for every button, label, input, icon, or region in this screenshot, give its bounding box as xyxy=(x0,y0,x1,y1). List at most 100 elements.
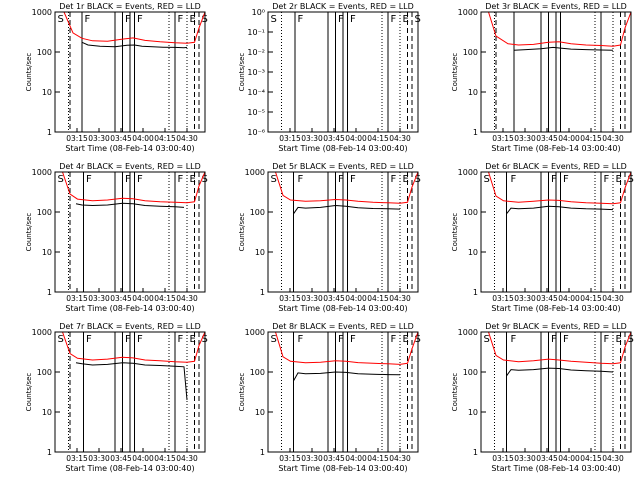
events-series-line xyxy=(81,41,188,49)
event-marker-label: F xyxy=(551,174,557,185)
y-tick-label: 1000 xyxy=(245,168,265,177)
event-marker-label: S xyxy=(484,174,490,185)
x-tick-label: 03:30 xyxy=(88,454,110,463)
event-marker-label: E xyxy=(190,174,196,185)
event-marker-label: F xyxy=(178,14,184,25)
x-tick-label: 04:00 xyxy=(345,134,367,143)
event-marker-label: F xyxy=(298,14,304,25)
x-tick-label: 03:15 xyxy=(492,294,514,303)
event-marker-label: F xyxy=(137,174,143,185)
x-tick-label: 04:15 xyxy=(154,134,176,143)
event-marker-label: S xyxy=(58,334,64,345)
y-tick-label: 1 xyxy=(260,448,265,457)
x-tick-label: 04:15 xyxy=(154,294,176,303)
x-tick-label: 03:45 xyxy=(110,294,132,303)
plot-frame xyxy=(54,171,206,293)
y-tick-label: 1000 xyxy=(458,328,478,337)
y-tick-label: 10 xyxy=(42,248,52,257)
y-axis-label: Counts/sec xyxy=(25,53,33,92)
x-tick-label: 04:15 xyxy=(367,454,389,463)
y-axis-label: Counts/sec xyxy=(25,373,33,412)
lld-series-line xyxy=(481,171,632,205)
y-tick-label: 10 xyxy=(42,408,52,417)
y-tick-label: 100 xyxy=(37,48,52,57)
event-marker-label: E xyxy=(403,14,409,25)
y-tick-label: 1000 xyxy=(245,328,265,337)
x-tick-label: 03:15 xyxy=(492,454,514,463)
events-series-line xyxy=(513,46,614,51)
y-tick-label: 1 xyxy=(47,288,52,297)
y-tick-label: 1000 xyxy=(32,8,52,17)
y-tick-label: 10 xyxy=(468,408,478,417)
event-marker-label: S xyxy=(58,14,64,25)
y-axis-label: Counts/sec xyxy=(238,373,246,412)
x-tick-label: 04:00 xyxy=(345,454,367,463)
event-marker-label: S xyxy=(58,174,64,185)
x-tick-label: 03:30 xyxy=(514,454,536,463)
panel-title: Det 8r BLACK = Events, RED = LLD xyxy=(272,322,414,331)
x-tick-label: 03:15 xyxy=(66,454,88,463)
event-marker-label: F xyxy=(298,334,304,345)
x-tick-label: 03:15 xyxy=(279,294,301,303)
x-tick-label: 03:45 xyxy=(110,134,132,143)
plot-frame xyxy=(54,11,206,133)
x-tick-label: 04:00 xyxy=(132,294,154,303)
event-marker-label: E xyxy=(190,334,196,345)
x-tick-label: 04:15 xyxy=(367,134,389,143)
x-axis-label: Start Time (08-Feb-14 03:00:40) xyxy=(65,464,194,473)
x-axis-label: Start Time (08-Feb-14 03:00:40) xyxy=(65,144,194,153)
x-axis-label: Start Time (08-Feb-14 03:00:40) xyxy=(278,144,407,153)
event-marker-label: F xyxy=(125,14,131,25)
events-series-line xyxy=(75,202,185,208)
event-marker-label: F xyxy=(86,174,92,185)
event-marker-label: F xyxy=(178,174,184,185)
y-tick-label: 10 xyxy=(468,88,478,97)
x-tick-label: 03:45 xyxy=(536,454,558,463)
plot-frame xyxy=(267,331,419,453)
x-tick-label: 03:30 xyxy=(514,134,536,143)
lld-series-line xyxy=(55,171,206,204)
y-tick-label: 1000 xyxy=(32,168,52,177)
x-tick-label: 04:15 xyxy=(580,294,602,303)
y-tick-label: 10 xyxy=(468,248,478,257)
event-marker-label: S xyxy=(271,14,277,25)
event-marker-label: F xyxy=(137,14,143,25)
y-axis-label: Counts/sec xyxy=(451,53,459,92)
y-tick-label: 1 xyxy=(473,128,478,137)
y-tick-label: 10 xyxy=(255,408,265,417)
plot-frame xyxy=(480,171,632,293)
event-marker-label: F xyxy=(563,334,569,345)
detector-panel: Det 3r BLACK = Events, RED = LLD 1 10 100 10… xyxy=(451,2,632,153)
panel-title: Det 6r BLACK = Events, RED = LLD xyxy=(485,162,627,171)
x-tick-label: 03:30 xyxy=(301,294,323,303)
events-series-line xyxy=(506,367,614,377)
y-tick-label: 1000 xyxy=(458,168,478,177)
events-series-line xyxy=(293,204,401,215)
events-series-line xyxy=(506,205,614,215)
x-tick-label: 04:15 xyxy=(580,134,602,143)
y-tick-label: 100 xyxy=(463,368,478,377)
event-marker-label: F xyxy=(85,14,91,25)
y-tick-label: 10⁻⁵ xyxy=(247,108,265,117)
x-tick-label: 03:15 xyxy=(279,134,301,143)
y-tick-label: 10 xyxy=(255,248,265,257)
event-marker-label: F xyxy=(511,174,517,185)
y-axis-label: Counts/sec xyxy=(238,213,246,252)
plot-frame xyxy=(480,11,632,133)
event-marker-label: F xyxy=(338,174,344,185)
x-tick-label: 03:15 xyxy=(279,454,301,463)
x-tick-label: 03:30 xyxy=(88,134,110,143)
y-tick-label: 10⁻¹ xyxy=(247,28,265,37)
x-axis-label: Start Time (08-Feb-14 03:00:40) xyxy=(278,464,407,473)
x-tick-label: 04:30 xyxy=(176,134,198,143)
event-marker-label: F xyxy=(391,334,397,345)
x-tick-label: 04:00 xyxy=(345,294,367,303)
event-marker-label: F xyxy=(604,334,610,345)
event-marker-label: F xyxy=(125,334,131,345)
event-marker-label: F xyxy=(511,334,517,345)
plot-frame xyxy=(267,171,419,293)
x-tick-label: 04:15 xyxy=(367,294,389,303)
